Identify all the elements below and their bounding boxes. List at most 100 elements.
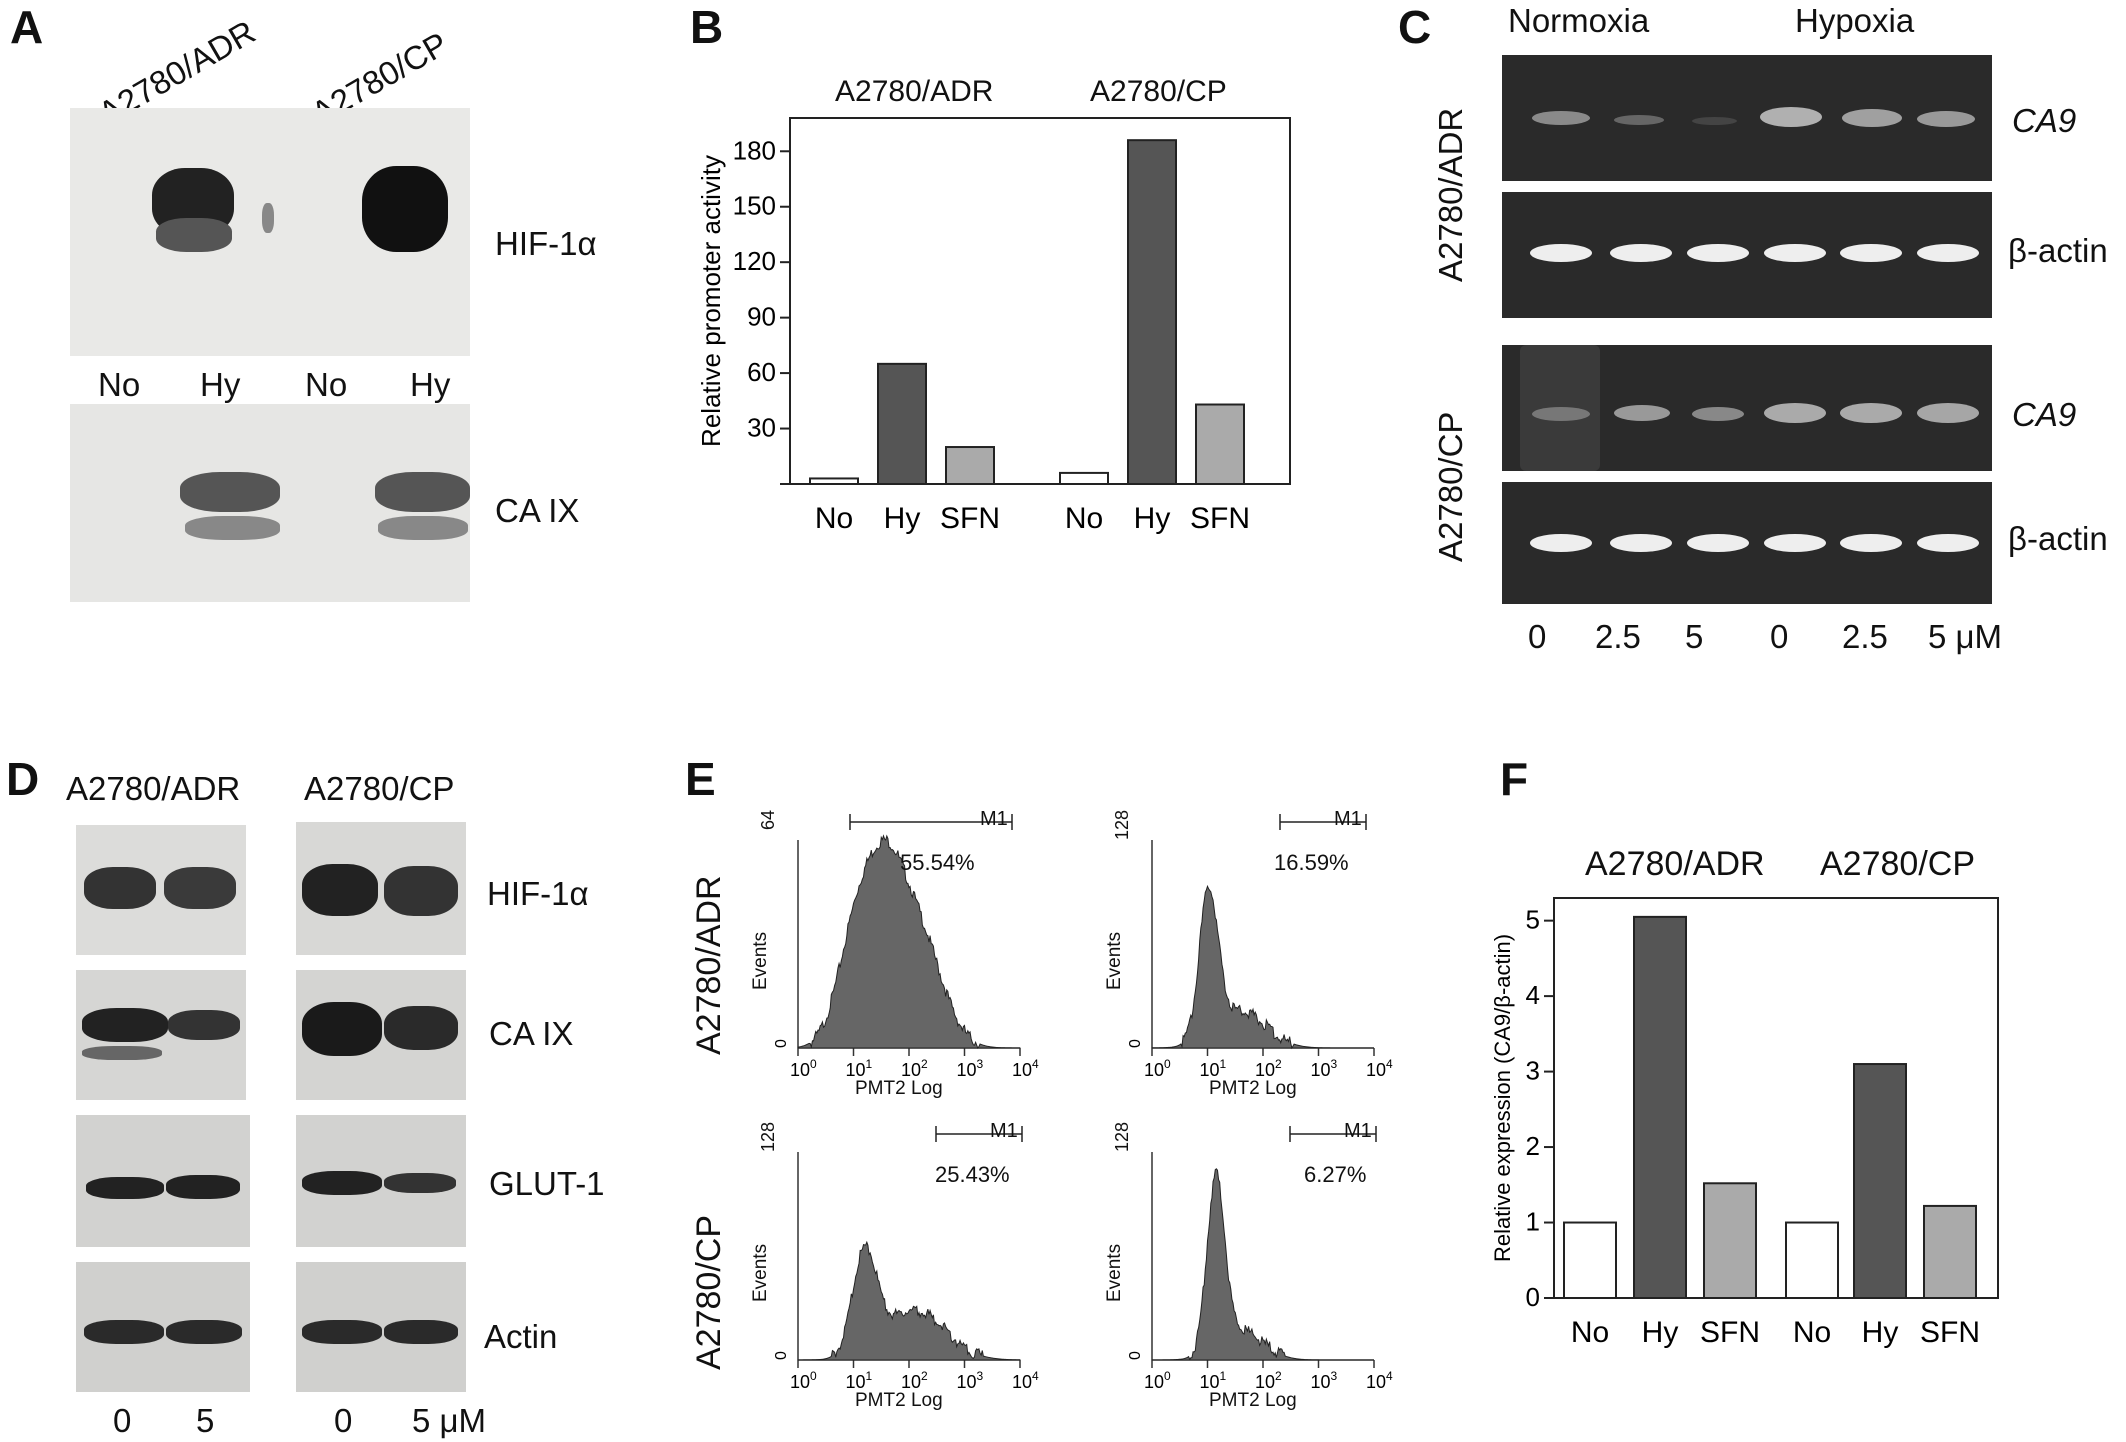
panel-d-blot-adr-glut (76, 1115, 250, 1247)
panel-e-hist2-ylabel: Events (1104, 931, 1125, 990)
x-category-label: Hy (884, 502, 921, 535)
panel-c-gene-actin-adr-text: β-actin (2008, 232, 2108, 269)
panel-e-hist3-percent: 25.43% (935, 1162, 1010, 1187)
panel-b-letter: B (690, 1, 724, 53)
bar-a2780-cp-no (1785, 1221, 1839, 1299)
panel-a-lane-1: No (98, 366, 141, 403)
panel-d-blot-cp-hif (296, 822, 466, 955)
panel-c-cellline-adr: A2780/ADR (1432, 107, 1469, 282)
panel-e-hist4-gate: M1 (1344, 1120, 1372, 1142)
panel-c-gene-ca9-cp: CA9 (2012, 396, 2077, 433)
y-tick-label: 30 (747, 413, 776, 443)
panel-a-lane-2: Hy (200, 366, 241, 403)
x-category-label: Hy (1862, 1316, 1899, 1349)
panel-e-letter: E (685, 753, 716, 805)
panel-c-dose-3: 5 (1685, 618, 1704, 655)
panel-d-cellline-cp: A2780/CP (304, 770, 455, 807)
y-tick-label: 2 (1526, 1131, 1540, 1161)
panel-e-hist4-ylabel: Events (1104, 1243, 1125, 1302)
panel-d-protein-caix: CA IX (489, 1015, 574, 1052)
panel-e-hist2-xlabel: PMT2 Log (1209, 1078, 1297, 1099)
x-tick-label: 101 (846, 1057, 873, 1080)
panel-d-dose-1: 0 (113, 1402, 132, 1439)
y-tick-label: 4 (1526, 980, 1540, 1010)
bar-a2780-adr-hy (1633, 915, 1687, 1300)
y-axis-label: Relative promoter activity (696, 155, 726, 447)
y-tick-label: 90 (747, 302, 776, 332)
panel-c-gene-actin-cp-text: β-actin (2008, 520, 2108, 557)
x-category-label: No (815, 502, 853, 535)
y-zero-label: 0 (773, 1351, 790, 1360)
panel-a-blot-caix (70, 404, 470, 602)
x-tick-label: 100 (1144, 1369, 1171, 1392)
y-tick-label: 120 (733, 246, 776, 276)
panel-d-protein-hif: HIF-1α (487, 875, 589, 912)
panel-e-hist2-percent: 16.59% (1274, 850, 1349, 875)
panel-a-protein-caix: CA IX (495, 492, 580, 529)
x-category-label: Hy (1134, 502, 1171, 535)
panel-c-condition-hypoxia: Hypoxia (1795, 2, 1915, 39)
panel-d-blot-cp-actin (296, 1262, 466, 1392)
panel-b-group-cp: A2780/CP (1090, 75, 1227, 108)
y-axis-label: Relative expression (CA9/β-actin) (1490, 934, 1515, 1262)
panel-e-hist3-xlabel: PMT2 Log (855, 1390, 943, 1411)
x-category-label: SFN (1700, 1316, 1760, 1349)
y-tick-label: 5 (1526, 905, 1540, 935)
panel-e-row-adr: A2780/ADR (690, 875, 728, 1055)
panel-c-dose-6: 5 μM (1928, 618, 2003, 655)
bar-a2780-cp-sfn (1923, 1204, 1977, 1299)
y-tick-label: 0 (1526, 1282, 1540, 1312)
panel-d-blot-cp-caix (296, 970, 466, 1100)
bar-a2780-cp-no (1059, 471, 1109, 485)
panel-d-cellline-adr: A2780/ADR (66, 770, 241, 807)
x-tick-label: 100 (790, 1057, 817, 1080)
x-tick-label: 100 (1144, 1057, 1171, 1080)
y-tick-label: 150 (733, 191, 776, 221)
panel-a-protein-hif: HIF-1α (495, 225, 597, 262)
panel-d-blot-adr-hif (76, 825, 246, 955)
plot-frame (789, 117, 1291, 485)
panel-e-row-cp: A2780/CP (690, 1215, 728, 1370)
histogram-fill (797, 834, 1021, 1050)
panel-e-hist4-percent: 6.27% (1304, 1162, 1367, 1187)
panel-a-blot-hif (70, 108, 470, 356)
panel-e-hist3-ylabel: Events (750, 1243, 771, 1302)
x-category-label: SFN (1190, 502, 1250, 535)
histogram-fill (1151, 884, 1374, 1050)
x-tick-label: 100 (790, 1369, 817, 1392)
panel-d-blot-adr-caix (76, 970, 246, 1100)
panel-e-hist1-gate: M1 (980, 808, 1008, 830)
panel-c-gene-ca9-adr: CA9 (2012, 102, 2077, 139)
panel-d-protein-glut: GLUT-1 (489, 1165, 605, 1202)
y-zero-label: 0 (1127, 1039, 1144, 1048)
x-category-label: SFN (940, 502, 1000, 535)
x-category-label: Hy (1642, 1316, 1679, 1349)
x-tick-label: 104 (1366, 1369, 1393, 1392)
bar-a2780-adr-sfn (945, 446, 995, 485)
x-category-label: SFN (1920, 1316, 1980, 1349)
panel-f-group-cp: A2780/CP (1820, 845, 1975, 883)
panel-e-hist1-ymax: 64 (758, 809, 778, 830)
x-tick-label: 102 (1255, 1057, 1282, 1080)
y-tick-label: 3 (1526, 1056, 1540, 1086)
panel-e-hist4-xlabel: PMT2 Log (1209, 1390, 1297, 1411)
y-tick-label: 1 (1526, 1207, 1540, 1237)
panel-d-dose-4: 5 μM (412, 1402, 487, 1439)
bar-a2780-cp-hy (1853, 1063, 1907, 1299)
y-tick-label: 60 (747, 357, 776, 387)
bar-a2780-adr-no (1563, 1221, 1617, 1299)
bar-a2780-adr-no (809, 477, 859, 486)
panel-c-gel-adr-actin (1502, 192, 1992, 318)
panel-e-hist1-xlabel: PMT2 Log (855, 1078, 943, 1099)
y-zero-label: 0 (1127, 1351, 1144, 1360)
x-tick-label: 104 (1012, 1369, 1039, 1392)
y-zero-label: 0 (773, 1039, 790, 1048)
x-tick-label: 102 (901, 1057, 928, 1080)
x-tick-label: 102 (901, 1369, 928, 1392)
panel-c-condition-normoxia: Normoxia (1508, 2, 1650, 39)
panel-a-lane-3: No (305, 366, 348, 403)
panel-c-gene-actin-cp: β-actin (2008, 520, 2108, 558)
